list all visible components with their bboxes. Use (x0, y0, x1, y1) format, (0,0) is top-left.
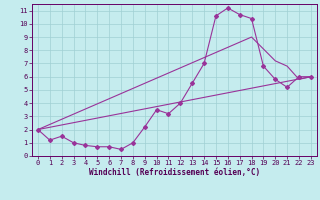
X-axis label: Windchill (Refroidissement éolien,°C): Windchill (Refroidissement éolien,°C) (89, 168, 260, 177)
